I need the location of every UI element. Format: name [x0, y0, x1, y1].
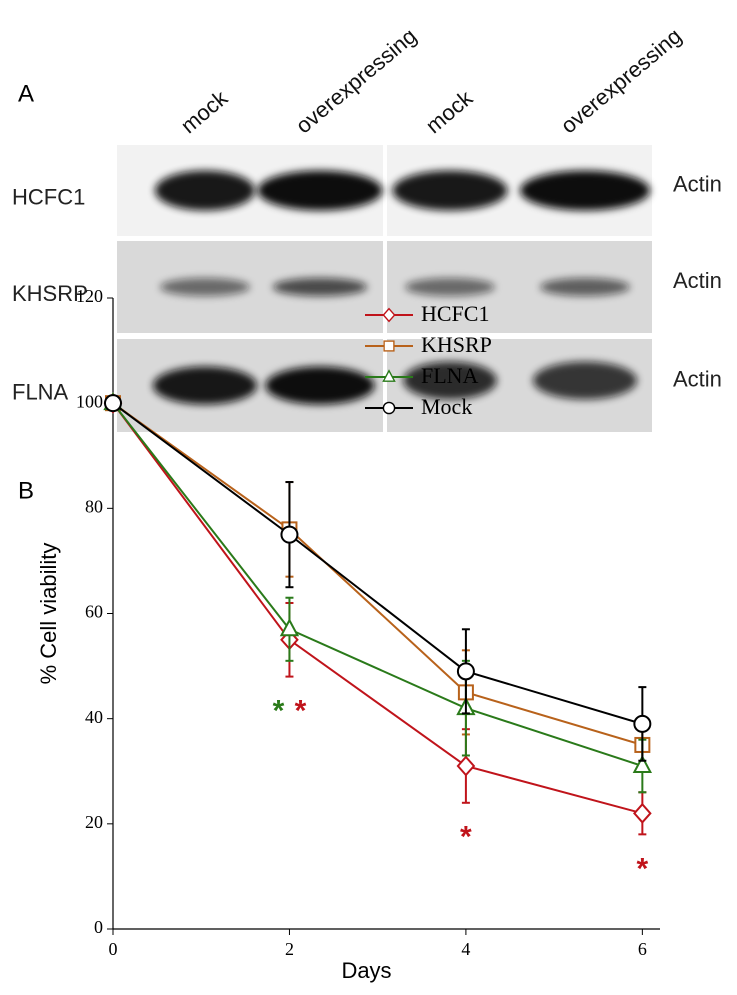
y-tick-label: 100 — [76, 391, 103, 411]
significance-marker: * — [273, 695, 285, 728]
line — [112, 402, 643, 815]
data-point — [633, 714, 652, 733]
y-tick-label: 80 — [85, 496, 103, 516]
blot-band — [392, 170, 508, 211]
x-tick-label: 0 — [109, 939, 118, 959]
line — [112, 402, 643, 725]
y-tick-label: 60 — [85, 602, 103, 622]
x-axis-title: Days — [341, 958, 391, 983]
blot-band — [160, 278, 250, 296]
lane-label: overexpressing — [291, 23, 421, 138]
blot-band — [403, 361, 497, 400]
panel-label: B — [18, 477, 34, 504]
x-tick-label: 6 — [638, 939, 647, 959]
series — [103, 392, 652, 836]
series — [104, 394, 652, 762]
legend-label: FLNA — [421, 363, 479, 388]
blot-band — [540, 278, 630, 296]
blot-band — [153, 366, 257, 405]
y-axis-title: % Cell viability — [36, 543, 61, 685]
protein-label: KHSRP — [12, 281, 88, 306]
blot-band — [265, 366, 375, 405]
y-tick-label: 0 — [94, 917, 103, 937]
x-tick-label: 2 — [285, 939, 294, 959]
data-point — [456, 755, 476, 777]
line-chart-panel: B 0 20 40 60 80 100 120 0 2 4 6 Days % Cell viabilit… — [18, 286, 660, 983]
data-point — [104, 394, 122, 413]
control-label: Actin — [673, 366, 722, 391]
blot-band — [272, 278, 368, 296]
data-point — [280, 525, 299, 544]
data-point — [279, 618, 300, 637]
legend-label: HCFC1 — [421, 301, 489, 326]
panel-label: A — [18, 80, 34, 107]
lane-label: mock — [176, 85, 233, 139]
legend-label: KHSRP — [421, 332, 492, 357]
line — [112, 402, 643, 767]
series — [105, 395, 651, 773]
y-tick-label: 120 — [76, 286, 103, 306]
protein-label: HCFC1 — [12, 184, 85, 209]
legend-label: Mock — [421, 394, 472, 419]
blot-band — [520, 170, 650, 211]
significance-marker: * — [295, 695, 307, 728]
legend-marker — [382, 307, 396, 323]
control-label: Actin — [673, 171, 722, 196]
western-blot-panel: A mock overexpressing mock overexpressingHC… — [12, 23, 722, 432]
lane-label: overexpressing — [556, 23, 686, 138]
y-tick-label: 40 — [85, 707, 103, 727]
protein-label: FLNA — [12, 379, 69, 404]
data-point — [633, 802, 652, 824]
lane-label: mock — [421, 85, 478, 139]
significance-marker: * — [637, 852, 649, 885]
legend-marker — [382, 401, 396, 415]
x-tick-label: 4 — [461, 939, 470, 959]
blot-band — [533, 361, 637, 400]
line — [112, 402, 643, 746]
blot-band — [155, 170, 255, 211]
significance-marker: * — [460, 821, 472, 854]
control-label: Actin — [673, 268, 722, 293]
data-point — [632, 754, 653, 773]
blot-band — [405, 278, 495, 296]
legend-marker — [382, 369, 396, 382]
blot-band — [257, 170, 383, 211]
series — [103, 392, 653, 794]
data-point — [456, 662, 475, 681]
y-tick-label: 20 — [85, 812, 103, 832]
legend-marker — [383, 340, 395, 352]
